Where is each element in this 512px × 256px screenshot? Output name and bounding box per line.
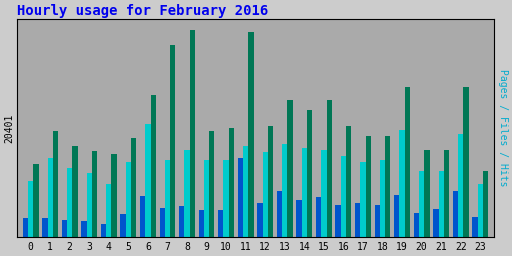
Bar xyxy=(67,168,72,237)
Bar xyxy=(263,152,268,237)
Bar xyxy=(151,95,156,237)
Bar xyxy=(282,144,287,237)
Bar xyxy=(385,136,391,237)
Bar xyxy=(302,148,307,237)
Bar xyxy=(458,134,463,237)
Bar xyxy=(165,160,170,237)
Bar xyxy=(258,202,263,237)
Bar xyxy=(112,154,117,237)
Bar xyxy=(360,162,366,237)
Bar xyxy=(287,100,293,237)
Bar xyxy=(248,33,253,237)
Bar xyxy=(321,150,327,237)
Bar xyxy=(62,220,67,237)
Bar xyxy=(277,191,282,237)
Bar xyxy=(478,184,483,237)
Bar xyxy=(106,184,112,237)
Bar xyxy=(268,126,273,237)
Bar xyxy=(170,45,176,237)
Bar xyxy=(189,30,195,237)
Bar xyxy=(243,146,248,237)
Bar xyxy=(126,162,131,237)
Bar xyxy=(92,151,97,237)
Bar xyxy=(48,158,53,237)
Bar xyxy=(218,210,223,237)
Bar xyxy=(316,197,321,237)
Bar xyxy=(179,206,184,237)
Bar xyxy=(296,199,302,237)
Bar xyxy=(394,196,399,237)
Bar xyxy=(355,202,360,237)
Bar xyxy=(438,171,444,237)
Bar xyxy=(131,138,136,237)
Bar xyxy=(33,164,38,237)
Bar xyxy=(81,221,87,237)
Bar xyxy=(414,213,419,237)
Bar xyxy=(307,110,312,237)
Bar xyxy=(184,150,189,237)
Bar xyxy=(433,209,438,237)
Bar xyxy=(483,171,488,237)
Bar xyxy=(366,136,371,237)
Bar xyxy=(380,160,385,237)
Bar xyxy=(145,124,151,237)
Bar xyxy=(120,214,126,237)
Bar xyxy=(424,150,430,237)
Bar xyxy=(223,160,229,237)
Bar xyxy=(419,171,424,237)
Bar xyxy=(160,208,165,237)
Bar xyxy=(346,126,351,237)
Bar xyxy=(444,150,449,237)
Bar xyxy=(404,87,410,237)
Bar xyxy=(209,131,215,237)
Bar xyxy=(204,160,209,237)
Bar xyxy=(42,218,48,237)
Bar xyxy=(87,173,92,237)
Bar xyxy=(453,191,458,237)
Bar xyxy=(335,205,341,237)
Bar xyxy=(53,131,58,237)
Bar xyxy=(140,197,145,237)
Bar xyxy=(101,224,106,237)
Bar xyxy=(28,181,33,237)
Bar xyxy=(229,128,234,237)
Bar xyxy=(199,210,204,237)
Bar xyxy=(341,156,346,237)
Bar xyxy=(72,146,78,237)
Bar xyxy=(23,218,28,237)
Bar xyxy=(375,205,380,237)
Bar xyxy=(463,87,468,237)
Bar xyxy=(473,217,478,237)
Y-axis label: Pages / Files / Hits: Pages / Files / Hits xyxy=(498,69,508,187)
Y-axis label: 20401: 20401 xyxy=(4,113,14,143)
Bar xyxy=(327,100,332,237)
Bar xyxy=(399,130,404,237)
Text: Hourly usage for February 2016: Hourly usage for February 2016 xyxy=(17,4,268,18)
Bar xyxy=(238,158,243,237)
